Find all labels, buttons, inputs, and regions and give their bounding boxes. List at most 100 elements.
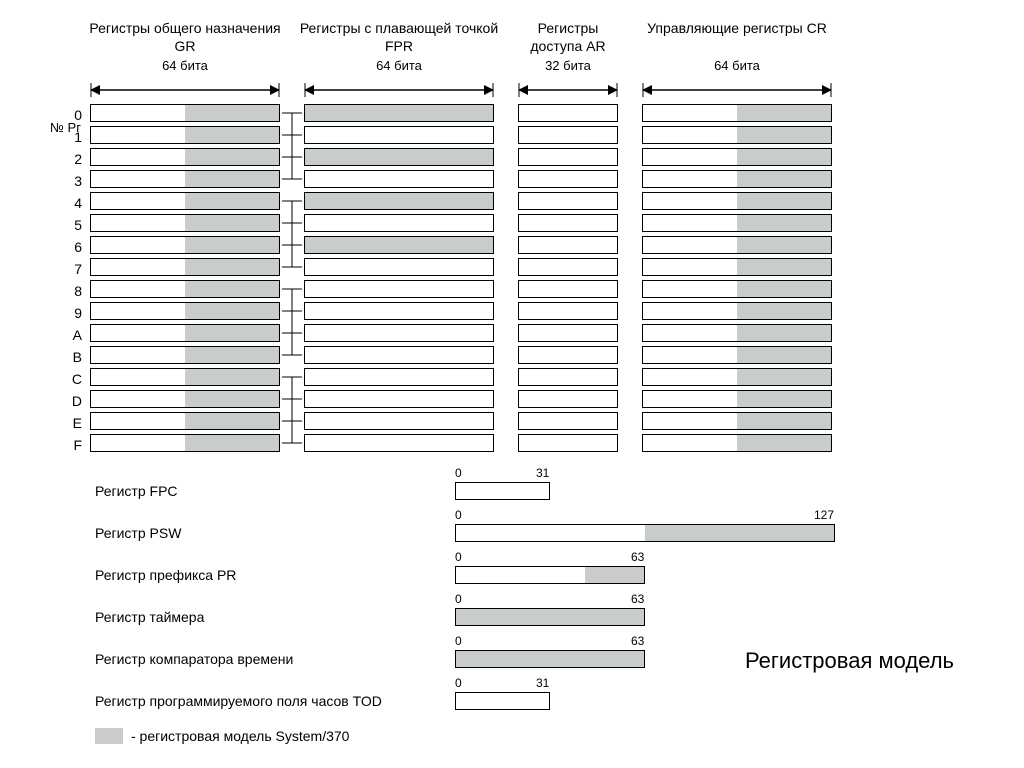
register-cell	[642, 104, 832, 122]
register-cell	[90, 126, 280, 144]
row-label: 7	[30, 258, 90, 280]
register-half	[305, 149, 399, 165]
row-label: F	[30, 434, 90, 456]
bit-tick: 0	[455, 466, 462, 480]
register-cell	[304, 434, 494, 452]
register-cell	[642, 236, 832, 254]
register-half	[91, 281, 185, 297]
rg-header-label: № Рг	[50, 120, 81, 135]
register-half	[519, 259, 617, 275]
register-cell	[304, 412, 494, 430]
register-half	[91, 303, 185, 319]
register-half	[305, 193, 399, 209]
register-half	[399, 215, 493, 231]
register-cell	[90, 302, 280, 320]
bit-tick: 0	[455, 550, 462, 564]
special-register-bar-wrap: 063	[455, 566, 645, 584]
width-arrow	[518, 76, 618, 104]
special-register-row: Регистр таймера063	[30, 592, 994, 626]
row-label: 3	[30, 170, 90, 192]
register-half	[91, 193, 185, 209]
register-cell	[304, 302, 494, 320]
register-half	[305, 347, 399, 363]
register-half	[91, 259, 185, 275]
column-cr: Управляющие регистры CR64 бита	[642, 20, 832, 456]
register-half	[643, 105, 737, 121]
register-half	[643, 391, 737, 407]
register-cell	[304, 104, 494, 122]
special-register-row: Регистр префикса PR063	[30, 550, 994, 584]
bracket-group	[284, 104, 302, 456]
width-arrow	[304, 76, 494, 104]
register-cell	[90, 104, 280, 122]
special-register-bar-wrap: 063	[455, 650, 645, 668]
bit-tick: 31	[536, 676, 549, 690]
register-cell	[642, 434, 832, 452]
register-cell	[642, 126, 832, 144]
register-half	[91, 215, 185, 231]
register-cell	[304, 368, 494, 386]
bar-segment	[456, 525, 645, 541]
register-stack	[304, 104, 494, 456]
register-cell	[518, 434, 618, 452]
register-cell	[642, 280, 832, 298]
register-cell	[642, 390, 832, 408]
register-cell	[304, 148, 494, 166]
register-half	[305, 413, 399, 429]
row-label: 4	[30, 192, 90, 214]
register-cell	[90, 368, 280, 386]
register-half	[519, 435, 617, 451]
register-cell	[518, 236, 618, 254]
legend-text: - регистровая модель System/370	[131, 728, 349, 744]
register-half	[399, 193, 493, 209]
register-half	[399, 391, 493, 407]
bit-tick: 0	[455, 508, 462, 522]
register-cell	[304, 126, 494, 144]
register-half	[91, 391, 185, 407]
register-half	[305, 435, 399, 451]
bit-tick: 63	[631, 592, 644, 606]
register-cell	[518, 192, 618, 210]
register-half	[185, 215, 279, 231]
diagram-root: 0123456789ABCDEF Регистры общего назначе…	[30, 20, 994, 744]
register-half	[737, 325, 831, 341]
register-cell	[90, 236, 280, 254]
row-label: 9	[30, 302, 90, 324]
special-register-row: Регистр программируемого поля часов TOD0…	[30, 676, 994, 710]
register-half	[399, 259, 493, 275]
register-cell	[518, 258, 618, 276]
special-register-row: Регистр FPC031	[30, 466, 994, 500]
legend: - регистровая модель System/370	[30, 728, 994, 744]
register-cell	[642, 368, 832, 386]
register-half	[519, 237, 617, 253]
register-half	[737, 347, 831, 363]
legend-swatch	[95, 728, 123, 744]
register-half	[399, 127, 493, 143]
register-half	[185, 281, 279, 297]
bar-segment	[456, 651, 644, 667]
column-ar: Регистры доступа AR32 бита	[518, 20, 618, 456]
row-label: B	[30, 346, 90, 368]
register-half	[399, 281, 493, 297]
register-half	[399, 413, 493, 429]
register-half	[185, 237, 279, 253]
register-stack	[642, 104, 832, 456]
register-half	[185, 391, 279, 407]
register-half	[737, 391, 831, 407]
register-half	[91, 369, 185, 385]
special-register-bar-wrap: 063	[455, 608, 645, 626]
register-cell	[90, 258, 280, 276]
register-half	[643, 259, 737, 275]
register-cell	[90, 390, 280, 408]
row-label-column: 0123456789ABCDEF	[30, 20, 90, 456]
register-half	[519, 171, 617, 187]
register-half	[737, 237, 831, 253]
model-title: Регистровая модель	[745, 648, 954, 674]
register-half	[519, 215, 617, 231]
column-title: Регистры общего назначения GR	[85, 20, 285, 58]
special-register-bar-wrap: 031	[455, 692, 550, 710]
register-cell	[304, 390, 494, 408]
register-cell	[90, 346, 280, 364]
register-half	[399, 369, 493, 385]
register-half	[737, 435, 831, 451]
